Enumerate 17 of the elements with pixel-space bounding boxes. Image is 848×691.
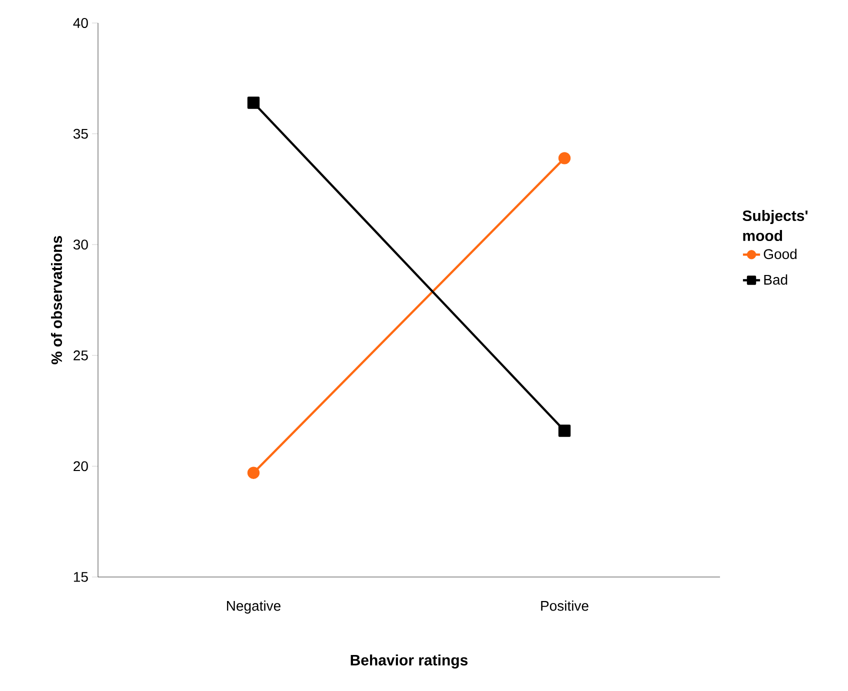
point xyxy=(558,152,571,164)
point xyxy=(558,424,571,437)
x-axis-title: Behavior ratings xyxy=(350,654,468,669)
x-tick-label: Positive xyxy=(541,600,588,611)
y-axis-title: % of observations xyxy=(51,236,62,364)
y-tick-label: 20 xyxy=(74,461,88,472)
y-tick-label: 30 xyxy=(73,240,88,250)
legend-label: Good xyxy=(764,248,796,260)
y-tick-label: 40 xyxy=(73,18,88,28)
point xyxy=(247,466,260,479)
y-tick-label: 35 xyxy=(73,128,88,139)
point xyxy=(247,96,260,109)
y-tick-label: 15 xyxy=(74,572,88,582)
legend-title: Subjects' mood xyxy=(742,210,808,242)
legend-label: Bad xyxy=(764,274,788,285)
x-tick-label: Negative xyxy=(227,600,281,614)
y-tick-label: 25 xyxy=(74,350,88,360)
